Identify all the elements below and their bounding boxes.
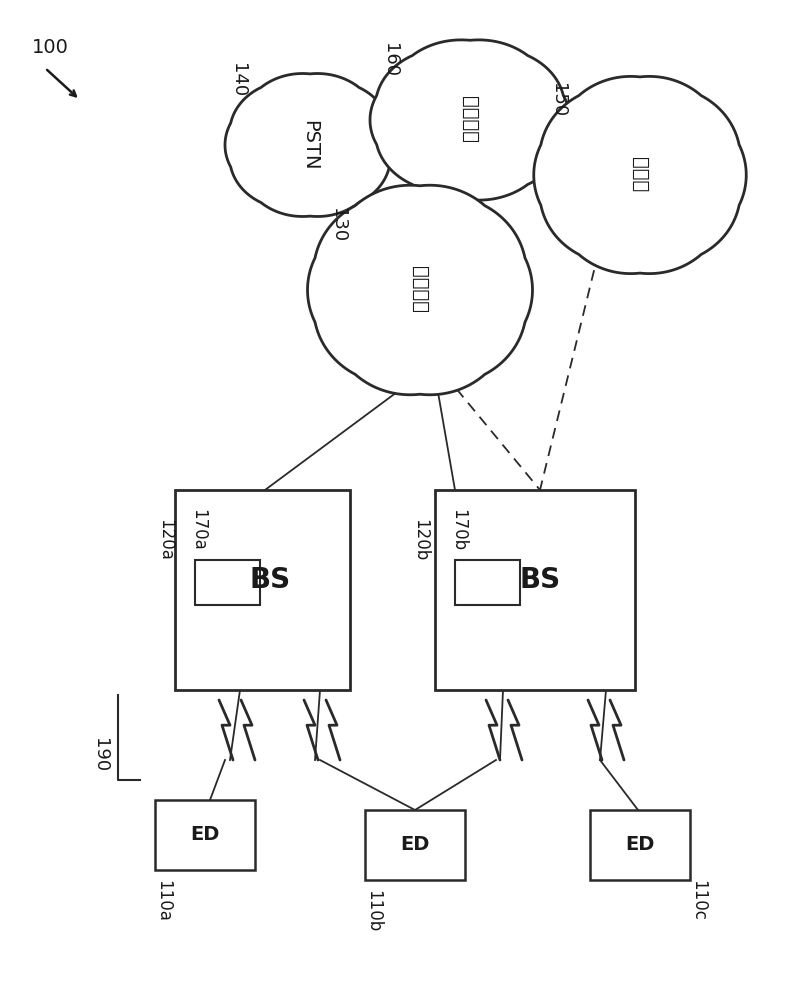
Text: BS: BS [249, 566, 290, 594]
Text: 140: 140 [229, 63, 247, 97]
Text: 150: 150 [549, 83, 567, 117]
Bar [365, 810, 465, 880]
Text: 其他网络: 其他网络 [460, 97, 480, 143]
Text: 170b: 170b [449, 509, 467, 551]
Text: 190: 190 [91, 738, 109, 772]
Text: 120a: 120a [156, 519, 174, 561]
Text: 110a: 110a [154, 880, 172, 922]
Text: 互联网: 互联网 [630, 157, 650, 193]
Text: BS: BS [520, 566, 561, 594]
Text: 核心网络: 核心网络 [411, 266, 430, 314]
Bar [455, 560, 520, 605]
Text: 100: 100 [32, 38, 69, 57]
Text: 130: 130 [329, 208, 347, 242]
Bar [175, 490, 350, 690]
Polygon shape [534, 76, 746, 274]
Polygon shape [307, 185, 533, 395]
Text: ED: ED [190, 826, 220, 844]
Bar [195, 560, 260, 605]
Text: PSTN: PSTN [301, 120, 319, 170]
Bar [435, 490, 635, 690]
Bar [590, 810, 690, 880]
Text: ED: ED [626, 836, 654, 854]
Polygon shape [370, 40, 570, 200]
Text: 110b: 110b [364, 890, 382, 932]
Polygon shape [225, 74, 395, 216]
Text: 160: 160 [381, 43, 399, 77]
Text: 170a: 170a [189, 509, 207, 551]
Text: ED: ED [400, 836, 430, 854]
Bar [155, 800, 255, 870]
Text: 110c: 110c [689, 880, 707, 921]
Text: 120b: 120b [411, 519, 429, 561]
